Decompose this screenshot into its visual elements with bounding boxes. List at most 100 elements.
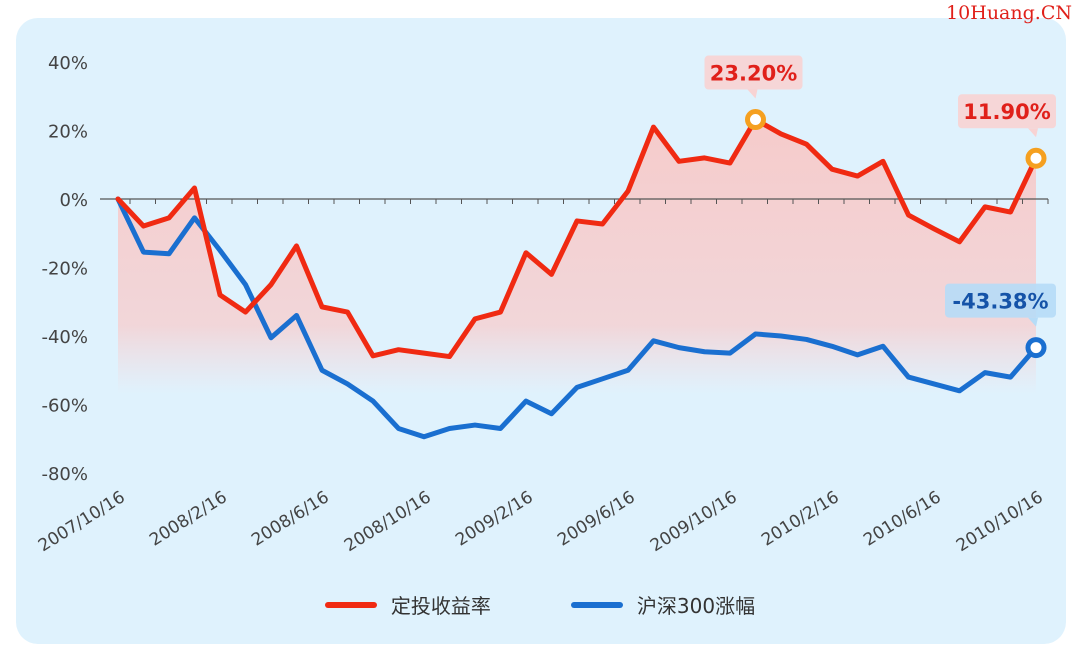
x-tick-label: 2009/10/16 [647,487,741,556]
data-point [855,352,860,357]
legend-label: 沪深300涨幅 [636,594,756,618]
data-point [116,197,121,202]
series-line-dingtou [115,117,1039,360]
legend: 定投收益率 沪深300涨幅 [0,590,1080,619]
data-point [141,250,146,255]
data-point [804,337,809,342]
data-point [626,189,631,194]
annotation-label: 23.20% [710,62,797,86]
data-point [141,224,146,229]
data-point [371,399,376,404]
data-point [983,370,988,375]
data-point [906,375,911,380]
y-tick-label: 0% [59,190,88,211]
annotation-label: 11.90% [963,100,1050,124]
data-point [549,411,554,416]
data-point [320,368,325,373]
x-tick-label: 2008/10/16 [341,487,435,556]
data-point [957,239,962,244]
data-point [422,351,427,356]
data-point [549,272,554,277]
data-point [294,313,299,318]
data-point [575,385,580,390]
data-point [626,368,631,373]
x-tick-label: 2009/2/16 [452,487,537,550]
annotation-label: -43.38% [952,290,1048,314]
data-point [702,349,707,354]
x-tick-label: 2008/2/16 [146,487,231,550]
data-point [524,399,529,404]
y-tick-label: -60% [41,396,88,417]
data-point [498,310,503,315]
data-point [345,310,350,315]
data-point [855,174,860,179]
data-point [422,434,427,439]
data-point [218,248,223,253]
data-point [167,215,172,220]
data-point [498,426,503,431]
data-point [345,381,350,386]
data-point [651,125,656,130]
data-point [167,251,172,256]
data-point [243,310,248,315]
data-point [804,142,809,147]
x-tick-label: 2010/6/16 [860,487,945,550]
series-line-hs300 [115,196,1039,440]
x-tick-label: 2009/6/16 [554,487,639,550]
data-point [294,243,299,248]
data-point [881,159,886,164]
annotation-pointer [1028,128,1038,138]
annotation-marker [745,109,766,131]
legend-label: 定投收益率 [390,594,491,618]
x-tick-label: 2008/6/16 [248,487,333,550]
x-tick-label: 2007/10/16 [35,487,129,556]
y-tick-label: 40% [48,53,88,74]
data-point [218,292,223,297]
annotation-box [704,55,803,90]
data-point [320,304,325,309]
legend-item-hs300: 沪深300涨幅 [570,590,756,619]
area-fill-dingtou [118,119,1036,395]
data-point [651,338,656,343]
annotation-pointer [747,89,758,99]
data-point [830,344,835,349]
annotation-pointer [1028,317,1038,327]
data-point [1008,210,1013,215]
data-point [677,345,682,350]
annotation-marker [1025,147,1047,169]
data-point [396,426,401,431]
y-tick-label: 20% [48,122,88,143]
legend-swatch-blue [570,601,623,608]
data-point [1008,375,1013,380]
data-point [396,347,401,352]
data-point [753,331,758,336]
x-tick-label: 2010/10/16 [953,487,1047,556]
data-point [702,155,707,160]
annotation-box [945,283,1056,318]
data-point [830,167,835,172]
data-point [932,226,937,231]
data-point [728,161,733,166]
data-point [575,218,580,223]
data-point [473,423,478,428]
data-point [600,376,605,381]
data-point [473,316,478,321]
data-point [447,354,452,359]
data-point [779,334,784,339]
annotation-marker [1025,337,1047,359]
data-point [932,381,937,386]
data-point [600,222,605,227]
data-point [524,250,529,255]
data-point [192,186,197,191]
data-point [728,351,733,356]
legend-swatch-red [324,601,377,608]
watermark: 10Huang.CN [946,2,1072,24]
data-point [881,344,886,349]
legend-item-dingtou: 定投收益率 [324,590,491,619]
data-point [983,204,988,209]
data-point [447,426,452,431]
data-point [779,131,784,136]
data-point [269,335,274,340]
data-point [269,282,274,287]
x-tick-label: 2010/2/16 [758,487,843,550]
